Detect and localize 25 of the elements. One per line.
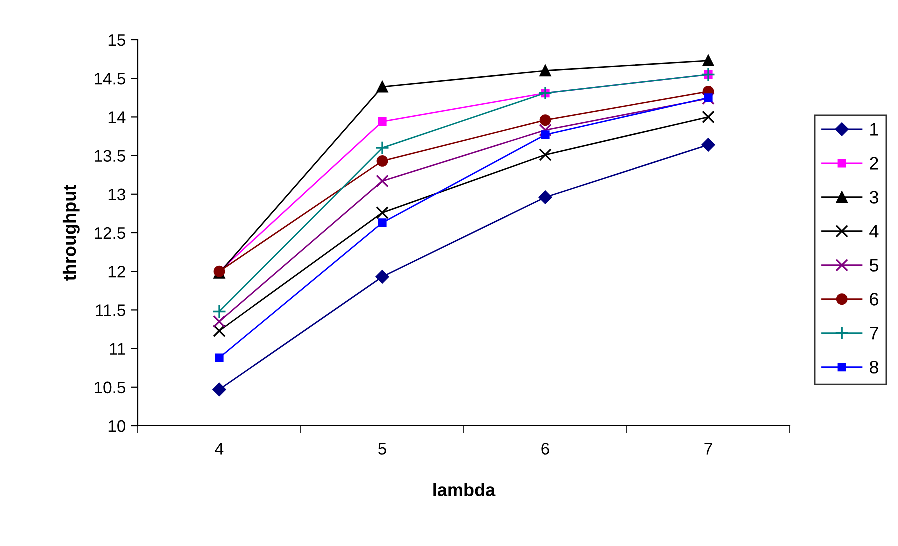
legend-label: 5 bbox=[870, 259, 878, 272]
x-tick-label: 6 bbox=[542, 443, 550, 455]
y-tick-label: 10.5 bbox=[95, 382, 126, 394]
legend-label: 4 bbox=[870, 225, 879, 238]
x-axis-title: lambda bbox=[434, 483, 496, 496]
x-tick-label: 4 bbox=[215, 443, 224, 455]
y-tick-label: 12.5 bbox=[95, 227, 126, 240]
y-tick-label: 12 bbox=[108, 266, 126, 278]
y-tick-label: 14.5 bbox=[95, 73, 126, 85]
legend-label: 6 bbox=[870, 293, 878, 306]
y-tick-label: 14 bbox=[108, 112, 126, 124]
y-tick-label: 10 bbox=[108, 420, 126, 432]
legend-label: 1 bbox=[870, 123, 878, 136]
y-tick-label: 11.5 bbox=[96, 304, 126, 316]
y-tick-label: 15 bbox=[108, 34, 126, 46]
y-tick-label: 13.5 bbox=[95, 150, 126, 162]
x-tick-label: 5 bbox=[378, 443, 386, 455]
legend-label: 3 bbox=[870, 191, 878, 204]
legend-label: 7 bbox=[870, 327, 878, 340]
y-axis-title: throughput bbox=[62, 185, 80, 281]
x-tick-label: 7 bbox=[704, 443, 712, 455]
legend-label: 8 bbox=[870, 361, 878, 374]
y-tick-label: 11 bbox=[110, 343, 126, 355]
y-tick-label: 13 bbox=[108, 188, 126, 201]
legend-label: 2 bbox=[870, 157, 878, 170]
